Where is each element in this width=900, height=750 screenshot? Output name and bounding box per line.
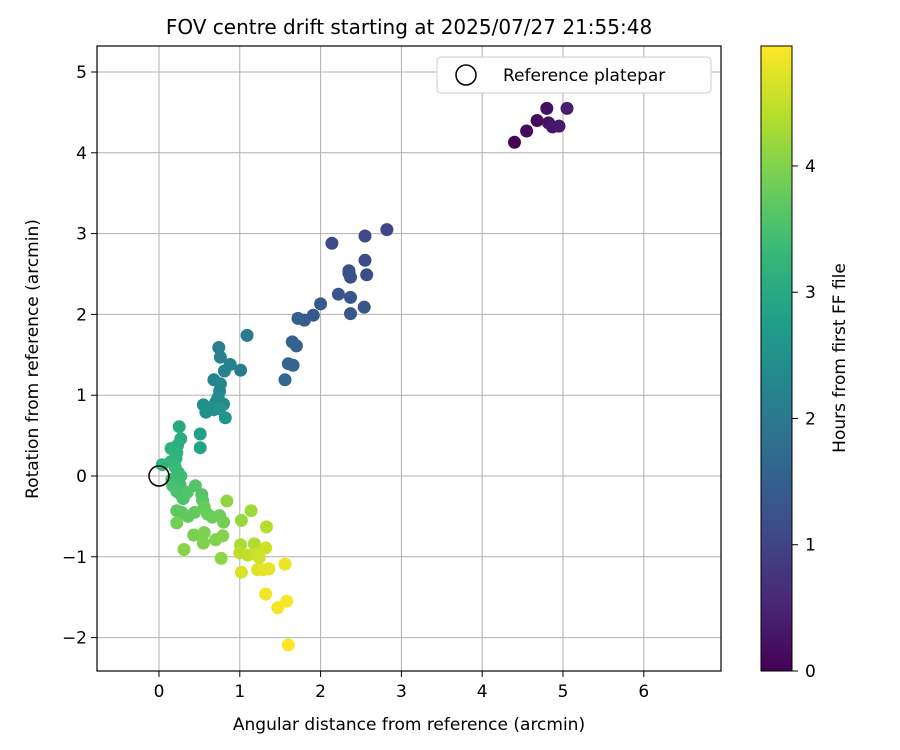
colorbar-tick-label: 0 <box>805 662 816 682</box>
data-point <box>289 339 303 353</box>
data-point <box>259 587 273 601</box>
data-point <box>281 638 295 652</box>
data-point <box>280 594 294 608</box>
reference-platepar-marker <box>148 465 170 487</box>
data-point <box>271 601 285 615</box>
data-point <box>240 328 254 342</box>
x-tick-label: 1 <box>234 682 245 702</box>
data-point <box>508 135 521 149</box>
x-axis-ticks: 0 1 2 3 4 5 6 <box>154 671 649 702</box>
x-axis-label: Angular distance from reference (arcmin) <box>233 715 585 735</box>
x-tick-label: 0 <box>154 682 165 702</box>
data-point <box>220 494 234 508</box>
colorbar-tick-label: 3 <box>805 283 816 303</box>
data-point <box>291 311 305 325</box>
data-point <box>342 266 356 280</box>
y-tick-label: 0 <box>76 467 87 487</box>
grid-lines <box>97 46 721 671</box>
data-point <box>241 548 255 562</box>
data-point <box>325 236 339 250</box>
y-tick-label: −2 <box>62 629 87 649</box>
data-point <box>358 229 372 243</box>
legend-reference-marker <box>455 64 477 86</box>
data-point <box>259 541 273 555</box>
data-point <box>170 516 184 530</box>
data-point <box>552 119 566 133</box>
legend-box <box>436 56 712 94</box>
data-point <box>344 290 357 304</box>
data-point <box>197 526 211 540</box>
data-point <box>278 373 292 387</box>
data-point <box>188 505 202 519</box>
data-point <box>234 363 248 377</box>
y-axis-ticks: −2 −1 0 1 2 3 4 5 <box>62 63 97 649</box>
y-tick-label: 2 <box>76 305 87 325</box>
data-point <box>286 358 300 372</box>
data-point <box>234 513 248 527</box>
y-tick-label: −1 <box>62 548 87 568</box>
data-point <box>213 350 227 364</box>
data-point <box>234 565 248 579</box>
data-point <box>177 543 191 556</box>
colorbar: 0 1 2 3 4 Hours from first FF file <box>760 45 850 682</box>
data-point <box>218 411 232 425</box>
y-axis-label: Rotation from reference (arcmin) <box>23 219 43 499</box>
y-tick-label: 4 <box>76 144 87 164</box>
x-tick-label: 2 <box>315 682 326 702</box>
data-point <box>172 420 186 434</box>
y-tick-label: 1 <box>76 386 87 406</box>
colorbar-ticks: 0 1 2 3 4 <box>792 157 816 682</box>
data-point <box>314 297 328 311</box>
data-point <box>196 536 210 550</box>
data-points <box>155 101 574 652</box>
data-point <box>217 364 231 378</box>
colorbar-tick-label: 4 <box>805 157 816 177</box>
colorbar-tick-label: 2 <box>805 409 816 429</box>
colorbar-label: Hours from first FF file <box>830 263 850 453</box>
data-point <box>214 551 228 565</box>
data-point <box>193 441 207 455</box>
data-point <box>540 101 554 115</box>
colorbar-tick-label: 1 <box>805 536 816 556</box>
data-point <box>216 529 230 543</box>
data-point <box>260 520 273 534</box>
data-point <box>244 504 258 518</box>
y-tick-label: 5 <box>76 63 87 83</box>
data-point <box>193 427 207 441</box>
data-point <box>360 268 374 282</box>
chart-title: FOV centre drift starting at 2025/07/27 … <box>166 15 652 39</box>
reference-marker-group <box>148 465 170 487</box>
data-point <box>187 528 201 542</box>
data-point <box>344 307 357 321</box>
data-point <box>530 114 544 127</box>
data-point <box>217 515 231 529</box>
legend: Reference platepar <box>436 56 712 94</box>
data-point <box>252 551 266 565</box>
x-tick-label: 4 <box>477 682 488 702</box>
plot-area-frame <box>96 45 722 672</box>
data-point <box>278 557 292 571</box>
x-tick-label: 5 <box>558 682 569 702</box>
x-tick-label: 6 <box>638 682 649 702</box>
data-point <box>331 287 345 301</box>
data-point <box>358 253 372 267</box>
legend-entry-reference: Reference platepar <box>503 66 665 86</box>
x-tick-label: 3 <box>396 682 407 702</box>
data-point <box>520 124 534 138</box>
data-point <box>380 223 394 237</box>
y-tick-label: 3 <box>76 225 87 245</box>
colorbar-gradient <box>760 45 793 672</box>
data-point <box>357 300 371 314</box>
data-point <box>560 101 574 115</box>
data-point <box>262 562 276 576</box>
data-point <box>212 341 226 354</box>
